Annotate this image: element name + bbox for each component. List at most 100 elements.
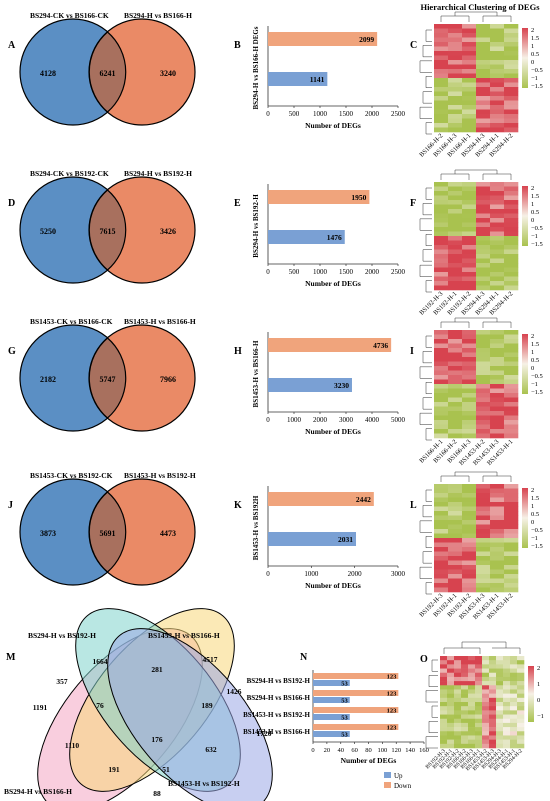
heat-cell bbox=[482, 693, 490, 699]
panel-letter: O bbox=[420, 654, 428, 665]
heat-cell bbox=[490, 285, 505, 291]
heat-cell bbox=[476, 87, 491, 92]
heat-cell bbox=[434, 587, 449, 593]
heat-cell bbox=[434, 330, 449, 335]
heat-cell bbox=[504, 384, 519, 389]
panel-letter: L bbox=[410, 500, 417, 511]
heat-cell bbox=[482, 676, 490, 682]
heat-cell bbox=[510, 685, 518, 690]
heat-cell bbox=[462, 37, 477, 43]
heat-cell bbox=[496, 664, 504, 669]
heat-cell bbox=[448, 272, 463, 277]
heat-cell bbox=[476, 213, 491, 219]
heat-cell bbox=[490, 433, 505, 439]
heat-cell bbox=[462, 258, 477, 264]
heat-cell bbox=[504, 415, 519, 421]
heat-cell bbox=[490, 245, 505, 250]
heat-cell bbox=[434, 51, 449, 56]
heat-cell bbox=[434, 118, 449, 124]
heat-cell bbox=[504, 191, 519, 196]
heat-cell bbox=[476, 415, 491, 421]
heat-cell bbox=[462, 213, 477, 219]
heat-cell bbox=[461, 693, 469, 699]
heat-cell bbox=[462, 231, 477, 237]
heat-cell bbox=[448, 560, 463, 566]
row-dendrogram bbox=[419, 366, 432, 379]
bar-down bbox=[313, 673, 399, 679]
heat-cell bbox=[447, 743, 455, 749]
heat-cell bbox=[490, 209, 505, 214]
heat-cell bbox=[510, 706, 518, 711]
heat-cell bbox=[489, 718, 497, 724]
heat-cell bbox=[440, 735, 448, 740]
heat-cell bbox=[496, 681, 504, 686]
heat-cell bbox=[496, 706, 504, 711]
heat-legend-bar bbox=[528, 666, 534, 722]
heat-cell bbox=[448, 578, 463, 584]
heat-cell bbox=[462, 272, 477, 277]
heat-cell bbox=[462, 222, 477, 228]
heat-cell bbox=[476, 529, 491, 534]
heat-cell bbox=[476, 285, 491, 291]
heat-cell bbox=[434, 186, 449, 192]
heat-cell bbox=[454, 672, 462, 678]
heat-cell bbox=[503, 697, 511, 703]
heat-cell bbox=[490, 506, 505, 512]
heat-cell bbox=[448, 506, 463, 512]
panel-letter: E bbox=[234, 198, 241, 209]
heat-cell bbox=[490, 379, 505, 385]
venn4-count: 1720 bbox=[257, 729, 272, 738]
heat-cell bbox=[434, 529, 449, 534]
bar-value-label: 53 bbox=[341, 681, 348, 688]
heat-cell bbox=[448, 574, 463, 579]
venn4-count: 76 bbox=[96, 701, 104, 710]
row-dendrogram bbox=[425, 122, 432, 135]
venn-left-count: 2182 bbox=[40, 375, 56, 384]
heat-cell bbox=[490, 529, 505, 534]
heat-cell bbox=[482, 660, 490, 665]
heat-cell bbox=[503, 710, 511, 715]
heat-legend-tick: 1 bbox=[531, 503, 534, 510]
heat-cell bbox=[482, 664, 490, 669]
heat-cell bbox=[504, 37, 519, 43]
heat-cell bbox=[504, 560, 519, 566]
heat-cell bbox=[476, 227, 491, 232]
heat-legend-tick: 0 bbox=[531, 365, 534, 372]
heatmap-o: O210−1BS192-H-3BS192-H-1BS192-H-2BS166-H… bbox=[420, 641, 544, 772]
heat-cell bbox=[462, 218, 477, 223]
heat-cell bbox=[490, 493, 505, 498]
heat-cell bbox=[448, 123, 463, 128]
heat-cell bbox=[504, 420, 519, 425]
panel-letter: G bbox=[8, 346, 16, 357]
heat-cell bbox=[434, 236, 449, 241]
heat-cell bbox=[517, 676, 525, 682]
bar-up bbox=[313, 714, 350, 720]
venn4-label: BS294-H vs BS192-H bbox=[28, 631, 96, 640]
heat-cell bbox=[434, 542, 449, 548]
heat-cell bbox=[517, 722, 525, 728]
x-tick-label: 4000 bbox=[365, 416, 380, 424]
heat-cell bbox=[462, 42, 477, 47]
heat-cell bbox=[454, 681, 462, 686]
heat-cell bbox=[476, 78, 491, 83]
heat-cell bbox=[461, 668, 469, 674]
heat-cell bbox=[504, 484, 519, 489]
x-axis-label: Number of DEGs bbox=[305, 121, 361, 130]
panel-letter: B bbox=[234, 40, 241, 51]
heat-cell bbox=[503, 714, 511, 720]
heat-cell bbox=[476, 420, 491, 425]
heat-cell bbox=[476, 91, 491, 97]
category-label: BS1453-H vs BS192-H bbox=[243, 711, 310, 719]
x-tick-label: 1000 bbox=[287, 416, 302, 424]
heat-cell bbox=[448, 429, 463, 434]
heat-cell bbox=[440, 702, 448, 707]
heat-cell bbox=[504, 538, 519, 543]
heat-cell bbox=[462, 240, 477, 246]
heat-cell bbox=[434, 213, 449, 219]
heat-cell bbox=[504, 60, 519, 65]
heat-cell bbox=[490, 520, 505, 525]
heat-cell bbox=[448, 51, 463, 56]
heat-cell bbox=[476, 429, 491, 434]
heat-cell bbox=[504, 424, 519, 430]
